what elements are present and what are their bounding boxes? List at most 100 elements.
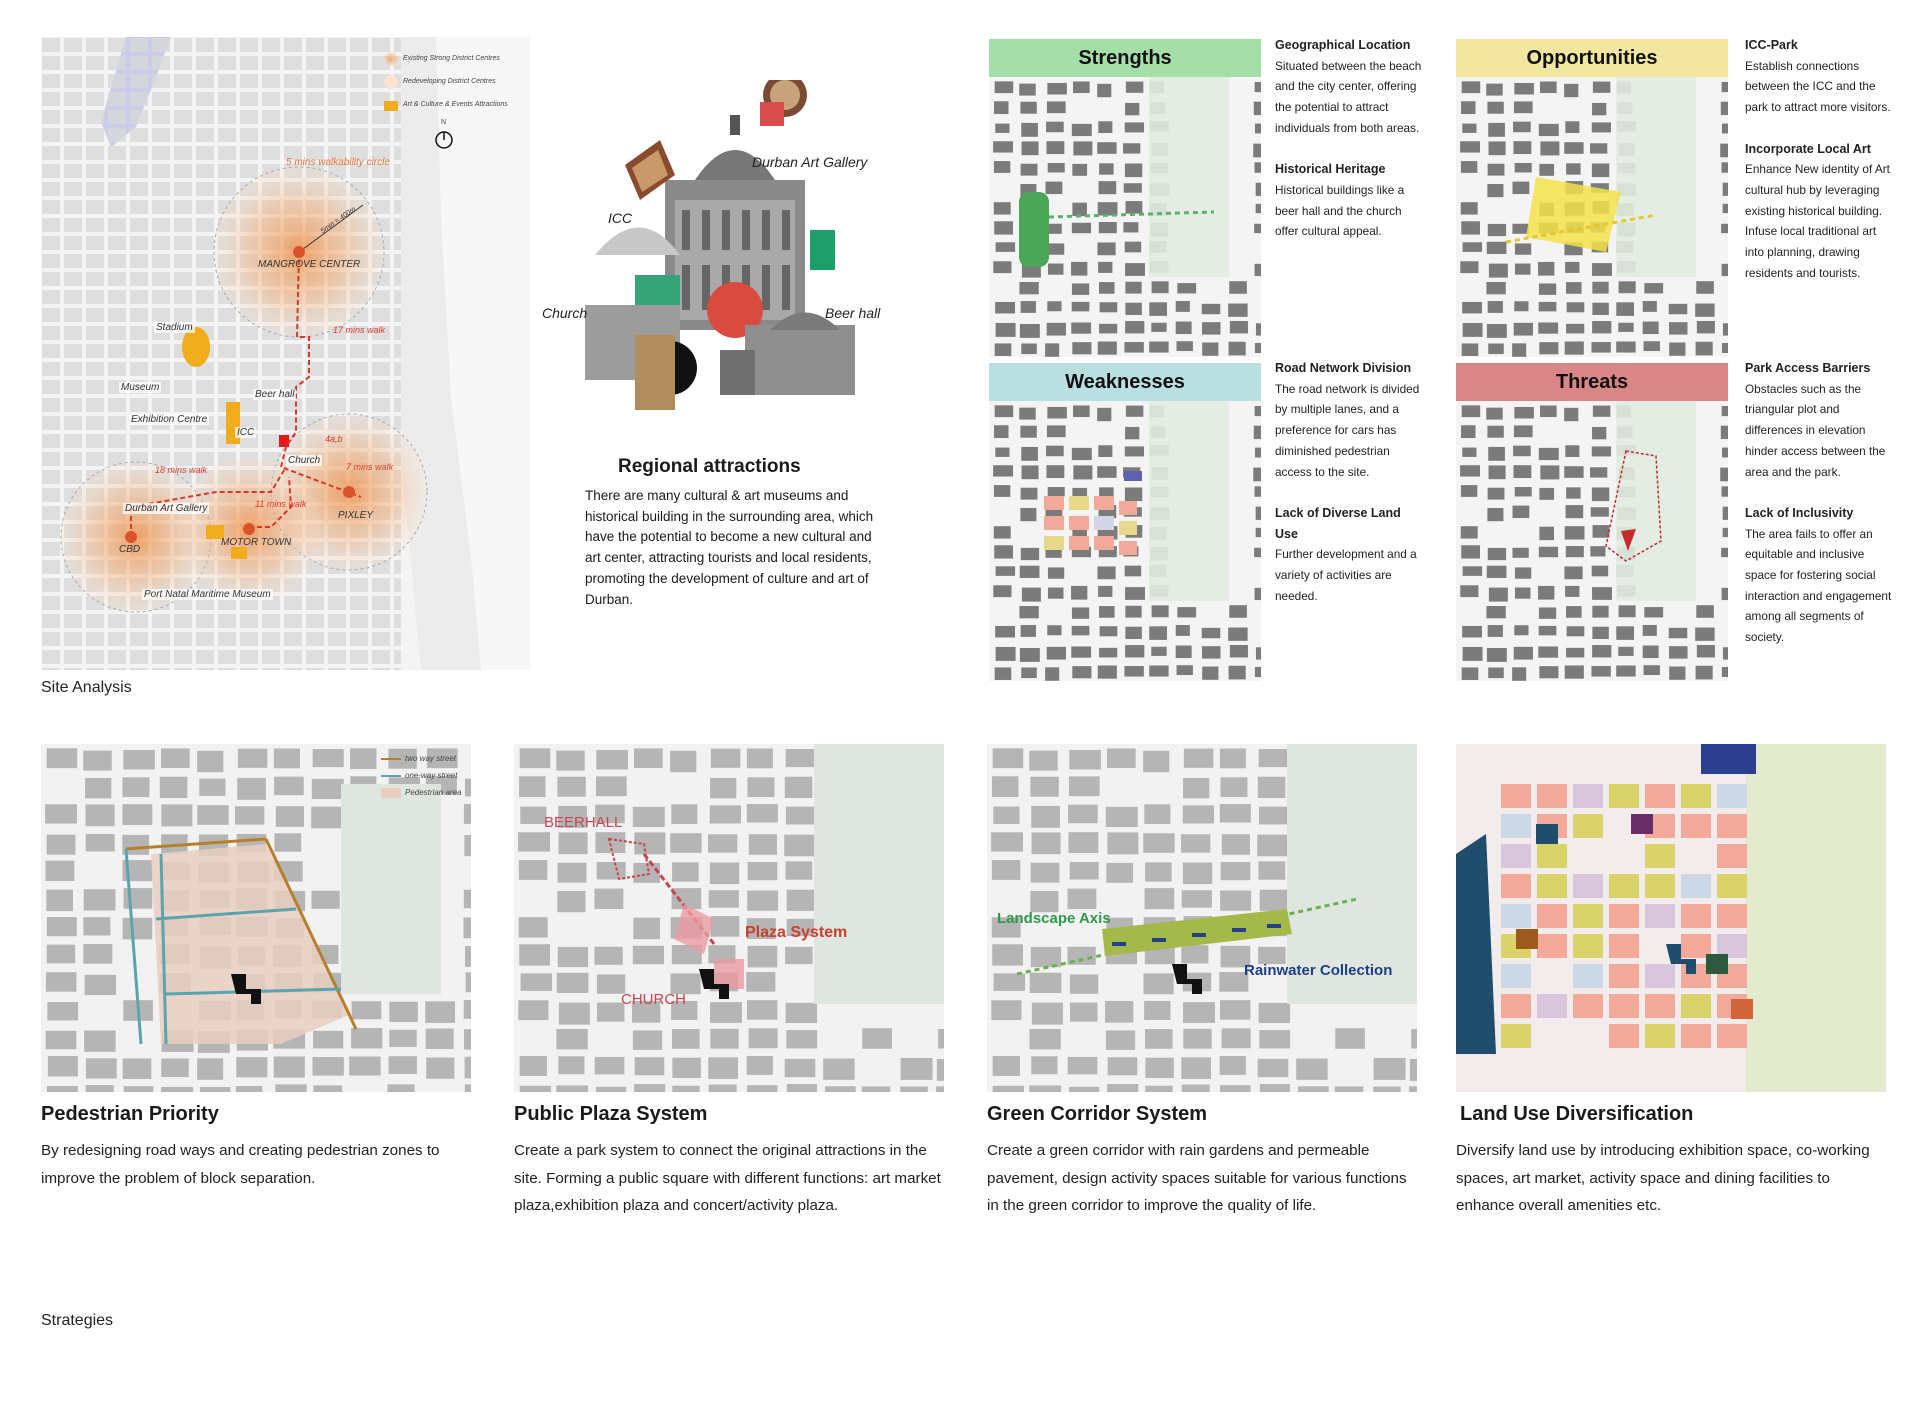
city-block [84, 1030, 116, 1052]
land-use-parcel [1573, 874, 1603, 898]
city-block [1019, 323, 1040, 338]
city-block [1642, 321, 1659, 335]
city-block [995, 646, 1016, 661]
land-use-parcel [1717, 814, 1747, 838]
city-block [1486, 323, 1507, 338]
city-block [463, 917, 471, 939]
city-block [1488, 343, 1504, 355]
label-museum: Museum [119, 382, 162, 393]
strategy-plaza-text: Create a park system to connect the orig… [514, 1142, 941, 1214]
land-use-parcel-accent [1706, 954, 1728, 974]
city-block [672, 1057, 701, 1078]
city-block [1031, 832, 1061, 855]
city-block [1072, 202, 1087, 217]
city-block [161, 834, 188, 854]
city-block [519, 776, 546, 798]
city-block [1125, 302, 1142, 315]
city-block [1030, 890, 1059, 913]
city-block [1098, 121, 1113, 133]
city-block [746, 1000, 778, 1020]
city-block [1019, 83, 1036, 96]
land-use-parcel [1501, 964, 1531, 988]
city-block [1720, 467, 1728, 482]
city-block [425, 1001, 455, 1023]
threats-text-2: The area fails to offer an equitable and… [1745, 526, 1892, 645]
land-use-parcel [1537, 904, 1567, 928]
city-block [122, 917, 153, 940]
city-block [1512, 547, 1529, 558]
city-block [747, 890, 779, 911]
legend-one-way: one-way street [405, 771, 458, 780]
city-block [1538, 123, 1559, 137]
city-block [1125, 201, 1143, 214]
city-block [85, 1085, 114, 1092]
city-block [786, 889, 819, 911]
swot-strengths-header: Strengths [989, 39, 1261, 77]
city-block [1721, 263, 1728, 277]
city-block [1259, 1084, 1290, 1092]
city-block [197, 750, 224, 773]
city-block [237, 748, 268, 768]
city-block [312, 748, 344, 768]
city-block [1258, 861, 1286, 880]
city-block [1296, 1058, 1328, 1080]
city-block [634, 832, 666, 855]
city-block [389, 1001, 418, 1022]
city-block [1722, 506, 1728, 520]
city-block [557, 890, 586, 913]
city-block [1514, 162, 1532, 173]
city-block [1258, 946, 1286, 965]
city-block [1072, 342, 1092, 355]
city-block [519, 748, 551, 769]
city-block [992, 1056, 1020, 1076]
city-block [1721, 547, 1728, 558]
city-block [1183, 748, 1214, 768]
city-block [1229, 281, 1247, 294]
city-block [1221, 1028, 1251, 1049]
city-block [1125, 605, 1142, 618]
city-block [311, 778, 344, 800]
city-block [1202, 666, 1219, 680]
city-block [1592, 302, 1609, 315]
city-block [85, 833, 115, 852]
city-block [710, 777, 737, 799]
city-block [1409, 1086, 1417, 1092]
city-block [1047, 625, 1062, 636]
land-use-parcel [1573, 814, 1603, 838]
city-block [1045, 667, 1060, 681]
city-block [1565, 585, 1580, 597]
city-block [1254, 666, 1261, 678]
city-block [1221, 834, 1250, 855]
city-block [1488, 446, 1505, 461]
city-block [558, 805, 587, 828]
city-block [1566, 647, 1585, 658]
city-block [1486, 647, 1507, 662]
city-block [1255, 182, 1261, 196]
city-block [1643, 665, 1660, 676]
city-block [1047, 162, 1065, 173]
city-block [1514, 567, 1532, 579]
city-block [1105, 1000, 1134, 1023]
city-block [1046, 322, 1066, 336]
city-block [1099, 323, 1118, 334]
city-block [746, 748, 773, 769]
city-block [1539, 526, 1554, 541]
city-block [993, 202, 1011, 215]
city-block [1487, 625, 1503, 637]
land-use-parcel [1501, 784, 1531, 808]
land-use-parcel [1717, 844, 1747, 868]
city-block [710, 1002, 742, 1023]
city-block [1255, 506, 1261, 520]
city-block [632, 945, 665, 965]
city-block [1514, 587, 1531, 599]
city-block [1046, 141, 1065, 155]
city-block [46, 748, 78, 769]
city-block [746, 972, 776, 992]
label-motor-town: MOTOR TOWN [221, 537, 292, 548]
city-block [1255, 527, 1261, 538]
city-block [123, 1086, 154, 1092]
city-block [1219, 1000, 1251, 1020]
city-block [1512, 343, 1527, 357]
regional-attractions-text: There are many cultural & art museums an… [585, 488, 874, 607]
city-block [311, 806, 343, 829]
